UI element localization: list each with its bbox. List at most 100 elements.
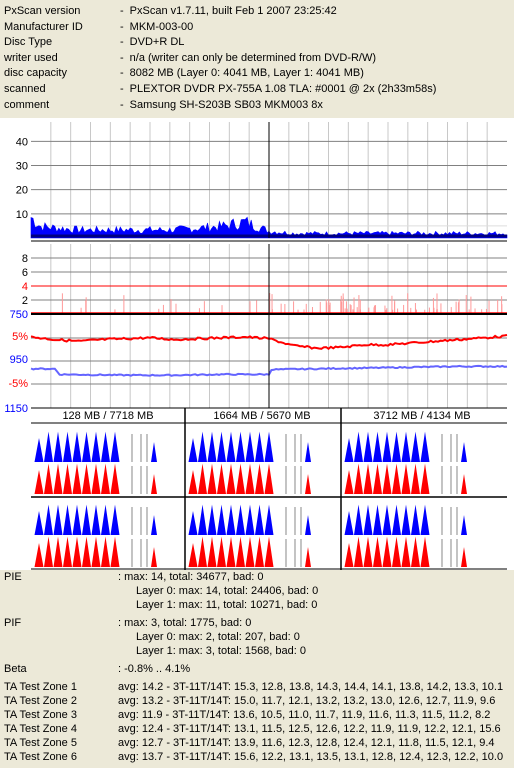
zone-label: 1664 MB / 5670 MB — [213, 410, 310, 422]
test-zone-peak — [53, 431, 63, 462]
scan-graph: 40 30 20 10 8 6 4 2 750 5% 950 -5% 1150 128 MB / 7… — [0, 118, 514, 570]
stat-value: Layer 0: max: 2, total: 207, bad: 0 — [136, 631, 300, 643]
test-zone-peak — [392, 504, 401, 535]
y-tick-label: 10 — [16, 209, 28, 221]
test-zone-peak — [101, 536, 110, 567]
stat-ta-zone: TA Test Zone 1 avg: 14.2 - 3T-11T/14T: 1… — [0, 680, 514, 694]
test-zone-peak — [382, 463, 392, 494]
test-zone-peak — [411, 504, 420, 535]
test-zone-peak — [53, 463, 63, 494]
test-zone-peak — [245, 431, 255, 462]
test-zone-peak — [344, 511, 354, 535]
test-zone-peak — [401, 463, 411, 494]
test-zone-peak — [245, 463, 255, 494]
test-zone-peak — [53, 504, 63, 535]
test-zone-peak — [34, 470, 44, 494]
pie-series-area — [30, 216, 508, 239]
y-tick-label: 6 — [22, 267, 28, 279]
stat-key: Beta — [4, 663, 27, 675]
stat-key: TA Test Zone 3 — [4, 709, 77, 721]
test-zone-peak — [226, 463, 236, 494]
stat-key: TA Test Zone 2 — [4, 695, 77, 707]
stat-value: avg: 11.9 - 3T-11T/14T: 13.6, 10.5, 11.0… — [118, 709, 491, 721]
graph-background — [0, 118, 514, 570]
test-zone-peak — [373, 431, 382, 462]
stat-pif-layer1: Layer 1: max: 3, total: 1568, bad: 0 — [0, 644, 514, 658]
info-row-manufacturer: Manufacturer ID - MKM-003-00 — [0, 20, 514, 36]
test-zone-peak — [255, 536, 264, 567]
stat-pie-layer1: Layer 1: max: 11, total: 10271, bad: 0 — [0, 598, 514, 612]
test-zone-peak — [53, 536, 63, 567]
stat-value: : max: 14, total: 34677, bad: 0 — [118, 571, 264, 583]
y-tick-label: 8 — [22, 253, 28, 265]
stat-ta-zone: TA Test Zone 6 avg: 13.7 - 3T-11T/14T: 1… — [0, 750, 514, 764]
stat-pie-layer0: Layer 0: max: 14, total: 24406, bad: 0 — [0, 584, 514, 598]
test-zone-peak — [363, 504, 373, 535]
info-key: scanned — [4, 82, 46, 95]
test-zone-peak — [382, 536, 392, 567]
y-tick-label: 20 — [16, 185, 28, 197]
test-zone-peak — [151, 442, 157, 462]
y-tick-label: 1150 — [4, 403, 28, 415]
test-zone-peak — [255, 431, 264, 462]
y-tick-label: 2 — [22, 295, 28, 307]
info-value: n/a (writer can only be determined from … — [129, 51, 377, 64]
info-key: Disc Type — [4, 36, 53, 49]
test-zone-peak — [245, 504, 255, 535]
stat-value: avg: 14.2 - 3T-11T/14T: 15.3, 12.8, 13.8… — [118, 681, 504, 693]
stat-value: Layer 1: max: 11, total: 10271, bad: 0 — [136, 599, 318, 611]
test-zone-peak — [226, 431, 236, 462]
test-zone-peak — [373, 536, 382, 567]
test-zone-peak — [392, 431, 401, 462]
test-zone-peak — [461, 474, 467, 494]
pie-panel: 40 30 20 10 — [16, 122, 508, 242]
test-zone-peak — [151, 515, 157, 535]
test-zone-peak — [151, 474, 157, 494]
stat-key: TA Test Zone 6 — [4, 751, 77, 763]
test-zone-peak — [82, 536, 91, 567]
test-zone-peak — [305, 515, 311, 535]
test-zone-peak — [461, 515, 467, 535]
test-zone-peak — [344, 543, 354, 567]
stat-value: avg: 13.2 - 3T-11T/14T: 15.0, 11.7, 12.1… — [118, 695, 496, 707]
y-tick-label: 40 — [16, 136, 28, 148]
test-zone-peak — [264, 431, 274, 462]
test-zone-peak — [461, 547, 467, 567]
stat-value: : max: 3, total: 1775, bad: 0 — [118, 617, 252, 629]
jitter-beta-panel: 750 5% 950 -5% 1150 — [4, 309, 508, 415]
test-zone-peak — [101, 504, 110, 535]
test-zone-peak — [198, 504, 207, 535]
test-zone-peak — [44, 504, 53, 535]
stat-key: PIE — [4, 571, 22, 583]
y-tick-label: 5% — [12, 331, 28, 343]
test-zone-peak — [392, 463, 401, 494]
test-zone-peak — [91, 463, 101, 494]
info-key: PxScan version — [4, 5, 81, 17]
test-zone-peak — [363, 536, 373, 567]
test-zone-peak — [110, 504, 120, 535]
test-zone-peak — [217, 504, 226, 535]
info-key: disc capacity — [4, 67, 67, 80]
info-value: PxScan v1.7.11, built Feb 1 2007 23:25:4… — [129, 5, 337, 17]
test-zone-peak — [264, 504, 274, 535]
info-key: Manufacturer ID — [4, 20, 83, 33]
test-zone-peak — [91, 431, 101, 462]
test-zone-peak — [63, 431, 72, 462]
test-zone-peak — [207, 536, 217, 567]
test-zone-peak — [305, 547, 311, 567]
stat-value: avg: 12.7 - 3T-11T/14T: 13.9, 11.6, 12.3… — [118, 737, 495, 749]
test-zone-peak — [198, 463, 207, 494]
test-zone-peak — [217, 536, 226, 567]
test-zone-peak — [401, 504, 411, 535]
scan-info: PxScan version - PxScan v1.7.11, built Fe… — [0, 4, 514, 113]
test-zone-peak — [72, 536, 82, 567]
test-zone-peak — [63, 504, 72, 535]
y-tick-label: -5% — [8, 378, 28, 390]
test-zone-peak — [34, 438, 44, 462]
info-value: DVD+R DL — [129, 36, 185, 49]
y-tick-label: 30 — [16, 161, 28, 173]
test-zone-peak — [207, 463, 217, 494]
test-zone-peak — [236, 536, 245, 567]
test-zone-peak — [207, 504, 217, 535]
stat-value: avg: 13.7 - 3T-11T/14T: 15.6, 12.2, 13.1… — [118, 751, 504, 763]
